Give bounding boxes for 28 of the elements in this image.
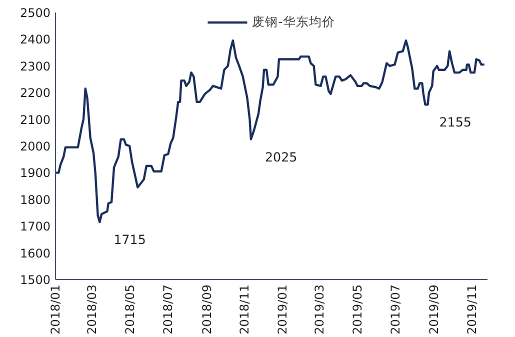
y-tick-label: 2400 [20,32,51,47]
x-tick-label: 2019/11 [464,284,479,334]
x-tick-label: 2018/01 [48,284,62,334]
x-tick-label: 2019/01 [276,284,290,334]
line-series [56,39,486,224]
x-tick-label: 2018/07 [161,284,176,334]
y-tick-label: 2000 [20,140,51,154]
x-tick-label: 2018/05 [123,284,138,334]
x-tick-label: 2018/11 [238,284,252,334]
x-tick-label: 2019/07 [388,284,402,334]
y-tick-label: 2300 [20,59,51,74]
y-tick-label: 1800 [20,192,51,207]
y-tick-label: 1700 [20,220,51,234]
legend-label: 废钢-华东均价 [252,14,335,30]
y-tick-label: 2500 [20,6,51,20]
x-tick-label: 2019/09 [426,284,441,334]
x-tick-label: 2018/09 [200,284,214,334]
x-tick-label: 2019/03 [312,284,326,334]
annotation: 2155 [439,114,472,130]
annotation: 2025 [264,149,298,164]
y-tick-label: 2100 [20,112,51,127]
y-tick-label: 2200 [20,86,51,100]
x-tick-label: 2019/05 [350,284,364,334]
y-tick-label: 1500 [20,273,51,287]
x-tick-label: 2018/03 [85,284,100,334]
annotation: 1715 [114,232,146,248]
y-tick-label: 1600 [20,246,51,260]
y-tick-label: 1900 [20,166,51,180]
